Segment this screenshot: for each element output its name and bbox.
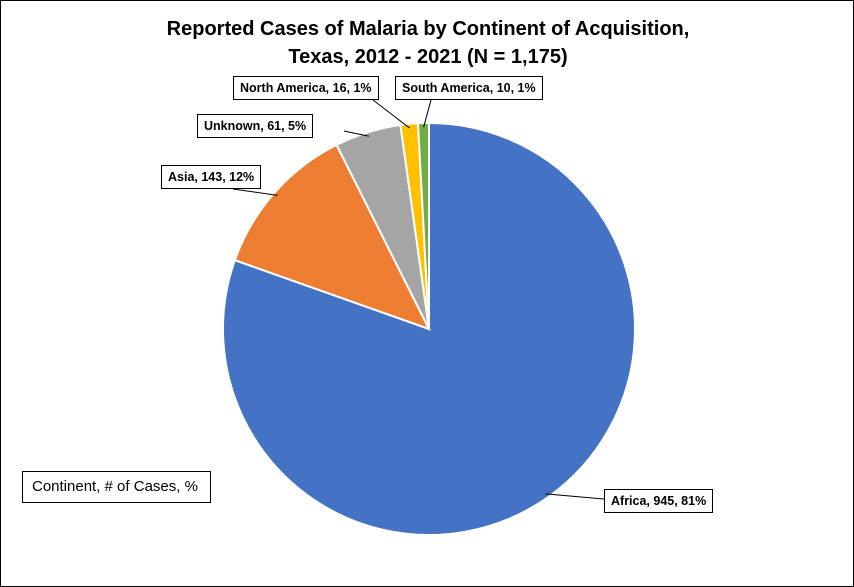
- data-label-south-america: South America, 10, 1%: [395, 76, 543, 100]
- title-line-2: Texas, 2012 - 2021 (N = 1,175): [288, 46, 568, 68]
- pie-slice-asia: [233, 143, 432, 331]
- leader-line-unknown: [343, 130, 370, 137]
- leader-line-africa: [545, 493, 605, 500]
- legend-note: Continent, # of Cases, %: [22, 471, 211, 503]
- leader-line-asia: [232, 188, 278, 196]
- data-label-north-america: North America, 16, 1%: [233, 76, 379, 100]
- data-label-unknown: Unknown, 61, 5%: [197, 114, 314, 138]
- data-label-asia: Asia, 143, 12%: [161, 165, 262, 189]
- pie-slice-africa: [222, 121, 636, 536]
- leader-line-south-america: [423, 99, 432, 128]
- data-label-africa: Africa, 945, 81%: [604, 489, 714, 513]
- pie-slice-south-america: [416, 121, 430, 330]
- title-line-1: Reported Cases of Malaria by Continent o…: [166, 18, 690, 40]
- leader-line-north-america: [372, 99, 410, 129]
- chart-title: Reported Cases of Malaria by Continent o…: [1, 15, 853, 71]
